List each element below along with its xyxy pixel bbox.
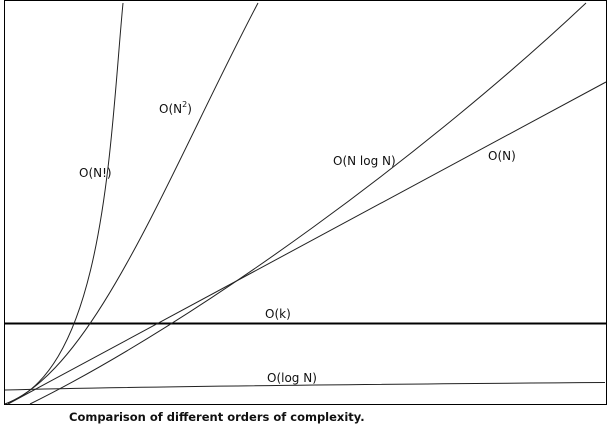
label-o-n-squared: O(N2) [159,100,192,116]
figure-caption: Comparison of different orders of comple… [69,410,365,424]
curve-o-n-log-n [29,2,587,405]
label-o-k: O(k) [265,307,291,321]
label-o-n: O(N) [488,149,516,163]
label-o-n-factorial: O(N!) [79,166,112,180]
curve-o-n [7,81,607,405]
label-o-n-squared-base: O(N [159,102,182,116]
complexity-chart: O(N!) O(N2) O(N log N) O(N) O(k) O(log N… [4,0,607,405]
label-o-n-squared-exponent: 2 [182,100,187,109]
label-o-n-squared-close: ) [187,102,192,116]
plot-frame [4,0,607,405]
curve-o-n-factorial [4,2,124,405]
curve-o-n-squared [4,2,259,405]
label-o-log-n: O(log N) [267,371,317,385]
curve-o-log-n [4,382,606,391]
label-o-n-log-n: O(N log N) [333,154,396,168]
